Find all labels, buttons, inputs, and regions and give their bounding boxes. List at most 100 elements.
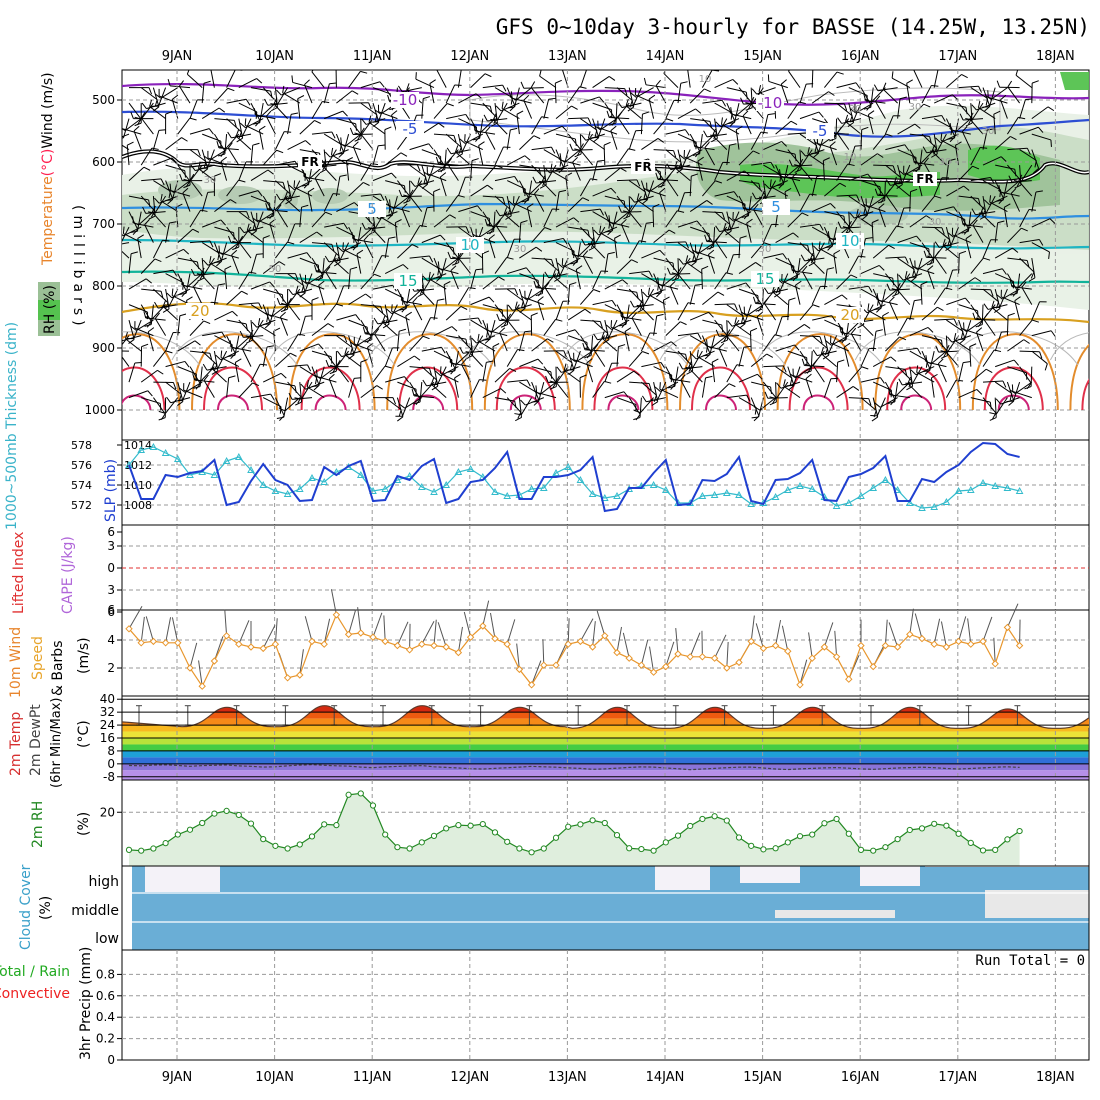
wind-barb-flag bbox=[487, 184, 494, 190]
wind-barb-staff bbox=[750, 331, 752, 352]
wind-barb-flag bbox=[679, 321, 687, 326]
wind-barb-flag bbox=[696, 220, 702, 227]
wind-barb-flag bbox=[287, 193, 291, 201]
wind10m-barb bbox=[755, 623, 764, 649]
wind-barb-staff bbox=[445, 242, 459, 259]
wind-barb-staff bbox=[715, 241, 728, 259]
wind-barb-flag bbox=[478, 141, 485, 146]
wind-barb-flag bbox=[774, 292, 781, 298]
wind10m-barb bbox=[372, 612, 383, 638]
wind-barb-staff bbox=[604, 304, 624, 314]
wind-barb-staff bbox=[909, 103, 925, 119]
wind-barb-staff bbox=[482, 362, 487, 383]
wind-barb-staff bbox=[477, 340, 496, 352]
wind-barb-flag bbox=[570, 261, 578, 265]
wind10m-marker bbox=[357, 629, 365, 637]
wind-barb-staff bbox=[597, 127, 618, 135]
precip-tick-label: 0.2 bbox=[96, 1032, 115, 1046]
wind-barb-flag bbox=[485, 126, 491, 133]
wind-barb-flag bbox=[193, 386, 201, 389]
rh2m-marker bbox=[1004, 836, 1011, 843]
wind-barb-staff bbox=[282, 92, 301, 104]
rh2m-marker bbox=[186, 826, 194, 833]
rh2m-marker bbox=[809, 831, 816, 838]
wind-barb-staff bbox=[122, 242, 130, 245]
wind-barb-staff bbox=[177, 340, 196, 352]
precip-ylabel-total: Total / Rain bbox=[0, 964, 70, 980]
wind-barb-flag bbox=[972, 219, 978, 226]
wind-barb-staff bbox=[966, 319, 984, 332]
wind-barb-staff bbox=[128, 253, 132, 274]
wind-barb-flag bbox=[315, 277, 323, 281]
wind-barb-staff bbox=[750, 242, 765, 259]
wind-barb-flag bbox=[618, 205, 622, 213]
wind-barb-flag bbox=[295, 401, 302, 406]
wind-barb-staff bbox=[897, 347, 918, 352]
rh2m-marker bbox=[589, 817, 596, 824]
wind-barb-staff bbox=[930, 350, 947, 365]
wind-barb-staff bbox=[738, 87, 753, 104]
wind-barb-flag bbox=[256, 78, 263, 84]
temperature-band bbox=[122, 731, 1089, 738]
wind-barb-staff bbox=[677, 108, 696, 120]
wind-barb-staff bbox=[567, 133, 582, 150]
wind-barb-flag bbox=[1049, 218, 1056, 224]
isotherm-30-loop bbox=[495, 366, 556, 411]
wind-barb-staff bbox=[348, 335, 355, 355]
wind-barb-staff bbox=[384, 397, 402, 411]
wind-barb-staff bbox=[710, 335, 728, 349]
wind-barb-flag bbox=[809, 193, 817, 196]
wind-barb-flag bbox=[438, 122, 445, 128]
wind-barb-flag bbox=[788, 297, 796, 301]
wind-barb-staff bbox=[836, 274, 852, 290]
wind-barb-flag bbox=[447, 157, 453, 165]
wind-barb-staff bbox=[964, 319, 972, 340]
wind-barb-flag bbox=[199, 272, 204, 280]
wind10m-barb bbox=[348, 609, 357, 635]
wind-barb-flag bbox=[946, 336, 953, 343]
wind10m-barb bbox=[1006, 603, 1019, 628]
wind-barb-staff bbox=[299, 207, 303, 228]
wind-barb-flag bbox=[534, 188, 540, 195]
wind-barb-flag bbox=[704, 234, 708, 242]
wind-barb-staff bbox=[621, 211, 642, 213]
wind-barb-flag bbox=[656, 313, 664, 317]
wind-barb-staff bbox=[792, 164, 813, 167]
isotherm-35-loop bbox=[509, 394, 542, 411]
wind10m-marker bbox=[576, 637, 585, 646]
wind-barb-staff bbox=[884, 225, 897, 243]
wind-barb-staff bbox=[250, 304, 269, 316]
wind-barb-staff bbox=[567, 350, 575, 371]
wind-barb-flag bbox=[541, 175, 546, 182]
wind-barb-flag bbox=[556, 271, 560, 278]
wind10m-marker bbox=[369, 633, 377, 641]
wind-barb-staff bbox=[365, 118, 386, 125]
wind-barb-staff bbox=[958, 277, 976, 290]
wind-barb-staff bbox=[820, 353, 837, 367]
wind-barb-flag bbox=[227, 142, 233, 149]
wind-barb-staff bbox=[604, 253, 609, 274]
wind-barb-staff bbox=[714, 211, 731, 225]
wind-barb-staff bbox=[614, 238, 618, 259]
wind10m-marker bbox=[881, 641, 890, 650]
wind-barb-flag bbox=[844, 114, 849, 122]
wind-barb-flag bbox=[608, 76, 616, 81]
wind-barb-staff bbox=[814, 242, 825, 261]
wind10m-marker bbox=[710, 654, 719, 662]
wind-barb-staff bbox=[938, 350, 959, 353]
wind-barb-flag bbox=[672, 277, 679, 282]
wind10m-marker bbox=[247, 643, 255, 651]
wind-barb-staff bbox=[384, 288, 404, 299]
wind10m-barb bbox=[171, 617, 179, 643]
wind-barb-staff bbox=[898, 273, 911, 291]
wind-barb-flag bbox=[609, 122, 617, 126]
wind-barb-staff bbox=[506, 288, 524, 302]
wind-barb-flag bbox=[769, 401, 777, 406]
wind-barb-staff bbox=[958, 253, 960, 274]
wind-barb-staff bbox=[238, 102, 257, 113]
wind-barb-flag bbox=[819, 224, 824, 231]
wind-barb-flag bbox=[1031, 80, 1039, 84]
wind-barb-flag bbox=[209, 256, 212, 264]
wind-barb-staff bbox=[1007, 227, 1022, 243]
